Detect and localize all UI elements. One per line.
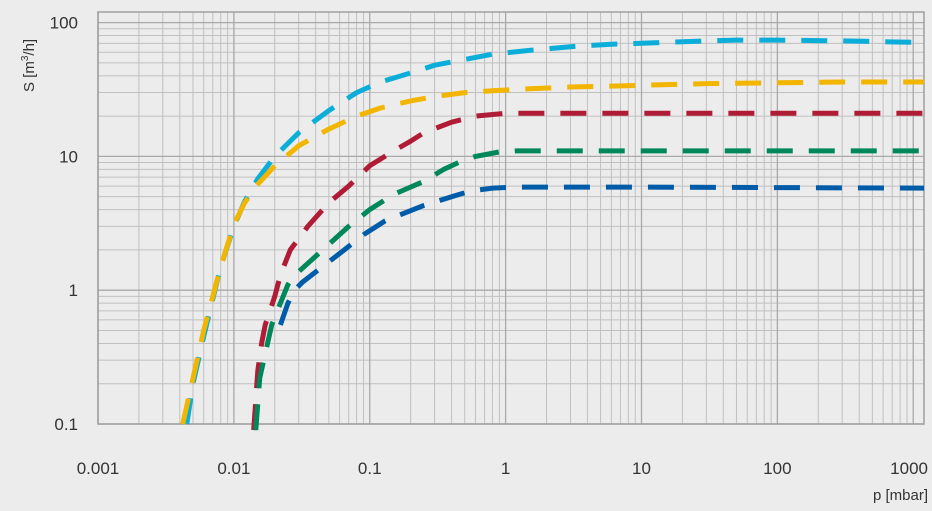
x-tick-label: 1 xyxy=(501,459,510,478)
y-axis-title: S [m3/h] xyxy=(20,39,38,92)
y-axis-title-prefix: S [m xyxy=(21,61,38,92)
x-tick-label: 0.001 xyxy=(77,459,120,478)
series-line-5 xyxy=(278,184,925,326)
series-line-2 xyxy=(180,79,924,425)
x-tick-label: 10 xyxy=(632,459,651,478)
y-tick-label: 1 xyxy=(69,281,78,300)
minor-grid xyxy=(98,12,924,424)
x-axis-title: p [mbar] xyxy=(873,487,928,504)
x-tick-label: 1000 xyxy=(890,459,928,478)
y-axis-title-suffix: /h] xyxy=(21,39,38,56)
x-tick-label: 100 xyxy=(763,459,791,478)
y-tick-labels: 0.1 1 10 100 xyxy=(50,14,78,434)
y-tick-label: 100 xyxy=(50,14,78,33)
plot-area xyxy=(98,12,924,424)
y-tick-label: 10 xyxy=(59,147,78,166)
series-line-4 xyxy=(253,148,924,431)
x-tick-labels: 0.001 0.01 0.1 1 10 100 1000 xyxy=(77,459,928,478)
major-grid xyxy=(97,11,925,425)
series-line-1 xyxy=(184,37,925,425)
x-tick-label: 0.01 xyxy=(217,459,250,478)
x-tick-label: 0.1 xyxy=(358,459,382,478)
y-axis-title-sup: 3 xyxy=(20,55,31,61)
y-tick-label: 0.1 xyxy=(54,415,78,434)
plot-frame xyxy=(97,11,925,425)
series-line-3 xyxy=(251,110,924,431)
series-layer xyxy=(180,37,925,431)
